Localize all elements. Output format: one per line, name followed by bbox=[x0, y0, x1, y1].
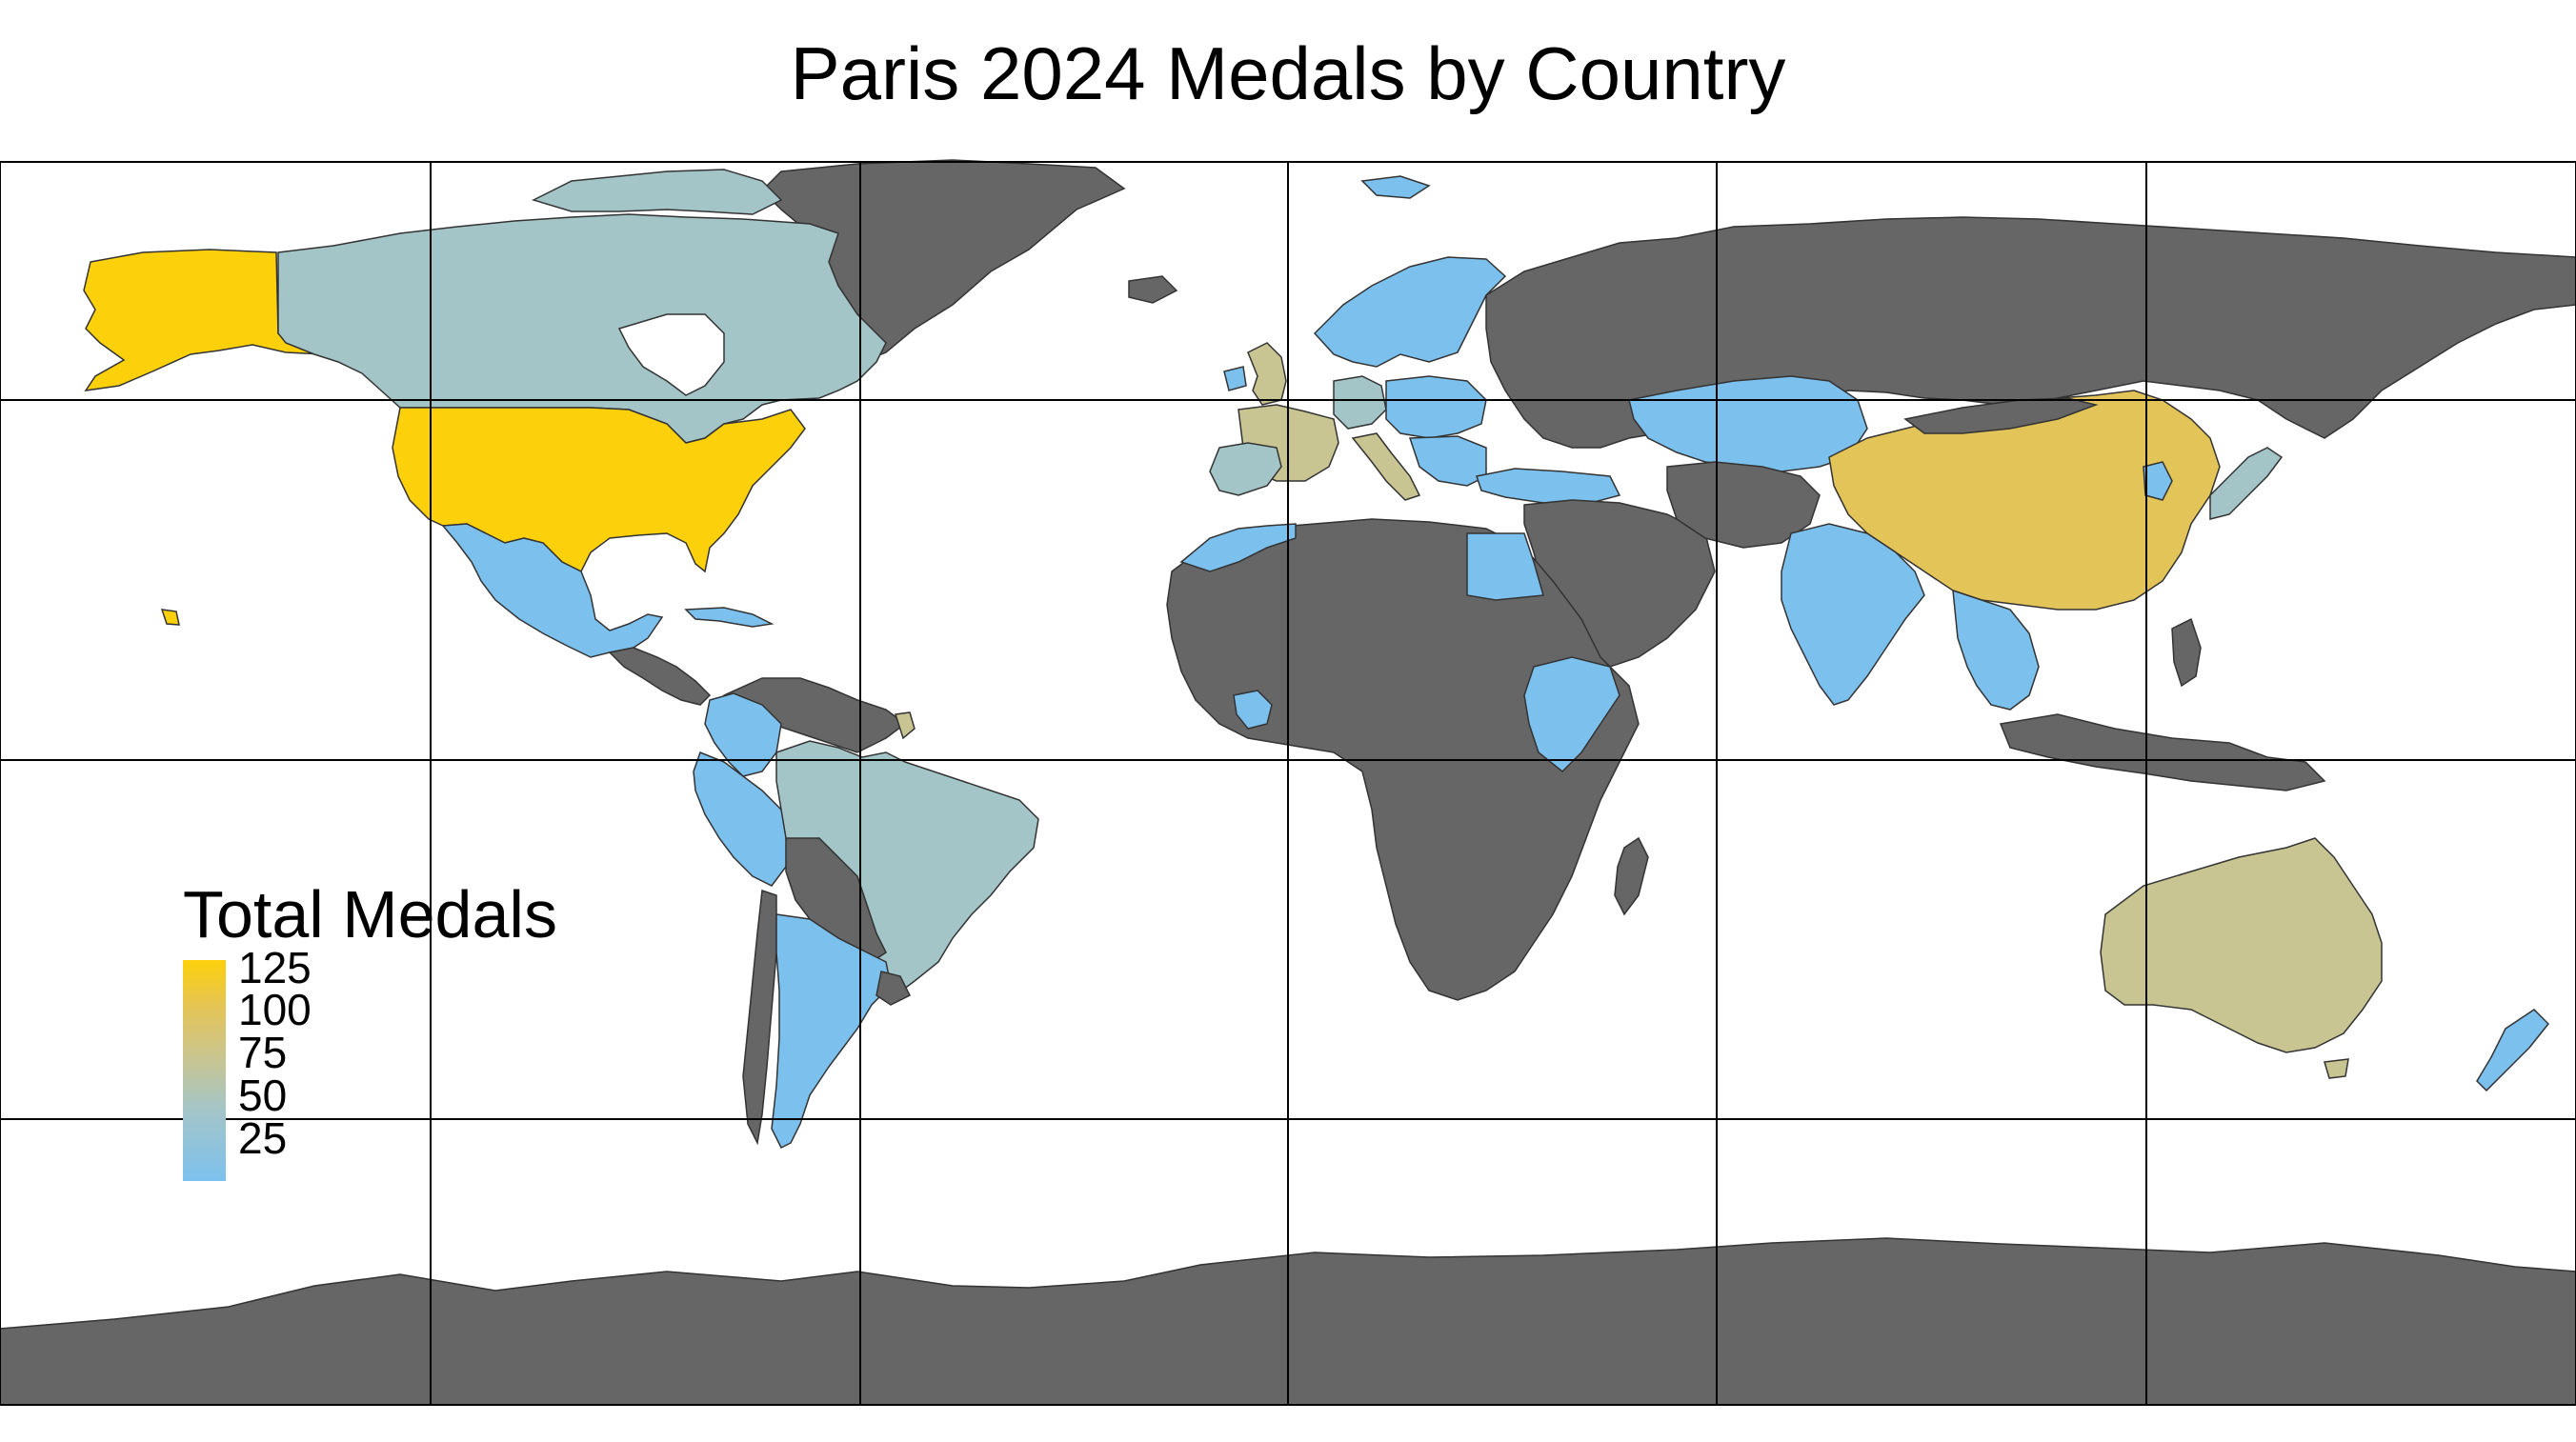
ireland bbox=[1223, 366, 1247, 391]
central-europe bbox=[1385, 375, 1487, 439]
colombia bbox=[704, 692, 782, 777]
alaska bbox=[83, 249, 325, 391]
iceland bbox=[1128, 275, 1178, 304]
legend-label-50: 50 bbox=[238, 1071, 288, 1120]
uk bbox=[1247, 342, 1287, 406]
morocco-algeria-tunisia bbox=[1179, 523, 1297, 572]
legend-label-125: 125 bbox=[238, 943, 312, 992]
southeast-asia bbox=[1952, 589, 2040, 711]
ethiopia-kenya bbox=[1523, 656, 1620, 773]
philippines bbox=[2171, 617, 2202, 688]
spain bbox=[1209, 442, 1282, 496]
legend-color-bar bbox=[183, 960, 226, 1181]
japan bbox=[2209, 447, 2284, 520]
legend-label-100: 100 bbox=[238, 985, 312, 1034]
central-america bbox=[608, 647, 712, 706]
chile bbox=[742, 889, 777, 1146]
cuba bbox=[684, 607, 775, 628]
uruguay bbox=[875, 971, 912, 1006]
canada-islands bbox=[531, 169, 783, 215]
mexico bbox=[441, 523, 664, 658]
italy bbox=[1351, 432, 1421, 501]
balkans bbox=[1408, 435, 1487, 487]
mongolia bbox=[1903, 397, 2099, 434]
hawaii bbox=[160, 609, 180, 626]
legend-title: Total Medals bbox=[183, 877, 557, 951]
madagascar bbox=[1614, 836, 1649, 916]
indonesia bbox=[1999, 713, 2326, 791]
india bbox=[1781, 523, 1925, 706]
australia bbox=[2100, 837, 2383, 1053]
map-title: Paris 2024 Medals by Country bbox=[790, 31, 1786, 115]
ecuador-peru bbox=[693, 751, 792, 887]
usa bbox=[392, 407, 806, 573]
norway-sweden-finland bbox=[1313, 256, 1507, 368]
legend-label-75: 75 bbox=[238, 1028, 288, 1077]
turkey bbox=[1476, 468, 1621, 504]
svalbard bbox=[1360, 175, 1431, 199]
graticule bbox=[0, 161, 2576, 1406]
new-zealand bbox=[2476, 1009, 2550, 1092]
south-korea bbox=[2143, 461, 2173, 501]
ivory-coast bbox=[1233, 690, 1273, 730]
hudson-bay bbox=[617, 313, 725, 396]
germany bbox=[1333, 375, 1387, 430]
egypt bbox=[1466, 532, 1544, 601]
tasmania bbox=[2324, 1058, 2349, 1079]
french-guiana bbox=[895, 711, 916, 740]
legend-label-25: 25 bbox=[238, 1113, 288, 1163]
